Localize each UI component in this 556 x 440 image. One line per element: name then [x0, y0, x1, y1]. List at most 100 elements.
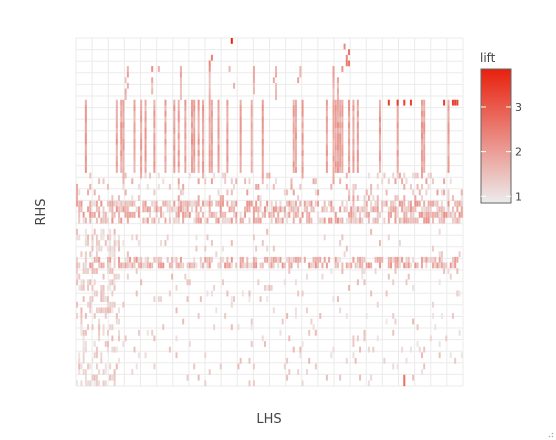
heatmap-cell: [425, 262, 428, 269]
heatmap-cell: [190, 167, 193, 173]
heatmap-cell: [323, 256, 326, 263]
heatmap-cell: [425, 212, 428, 218]
heatmap-cell: [423, 206, 426, 213]
heatmap-cell: [162, 178, 165, 185]
heatmap-cell: [436, 200, 439, 207]
heatmap-cell: [84, 105, 87, 112]
heatmap-cell: [91, 357, 94, 364]
heatmap-cell: [146, 217, 149, 224]
heatmap-cell: [423, 122, 426, 128]
heatmap-cell: [91, 284, 94, 291]
heatmap-cell: [392, 256, 395, 263]
heatmap-cell: [78, 217, 81, 224]
heatmap-cell: [89, 307, 92, 314]
heatmap-cell: [345, 200, 348, 207]
heatmap-cell: [84, 99, 87, 106]
heatmap-cell: [352, 335, 355, 342]
heatmap-cell: [177, 99, 180, 106]
heatmap-cell: [378, 212, 381, 218]
heatmap-cell: [432, 212, 435, 218]
heatmap-cell: [104, 380, 107, 387]
heatmap-cell: [153, 144, 156, 151]
heatmap-cell: [98, 256, 101, 263]
heatmap-cell: [115, 363, 118, 370]
heatmap-cell: [226, 122, 229, 128]
heatmap-cell: [352, 105, 355, 112]
heatmap-cell: [137, 206, 140, 213]
heatmap-cell: [193, 167, 196, 173]
heatmap-cell: [173, 127, 176, 134]
heatmap-cell: [356, 195, 359, 201]
heatmap-cell: [241, 256, 244, 263]
heatmap-cell: [239, 256, 242, 263]
heatmap-cell: [98, 335, 101, 342]
heatmap-cell: [301, 127, 304, 134]
heatmap-cell: [91, 374, 94, 381]
heatmap-cell: [221, 256, 224, 263]
heatmap-cell: [221, 172, 224, 179]
heatmap-cell: [199, 217, 202, 224]
heatmap-cell: [140, 144, 143, 151]
heatmap-cell: [250, 324, 253, 331]
heatmap-cell: [202, 150, 205, 157]
heatmap-cell: [164, 150, 167, 157]
heatmap-cell: [164, 200, 167, 207]
heatmap-cell: [252, 206, 255, 213]
heatmap-cell: [363, 206, 366, 213]
heatmap-cell: [301, 105, 304, 112]
heatmap-cell: [208, 212, 211, 218]
heatmap-cell: [297, 290, 300, 297]
heatmap-cell: [394, 268, 397, 274]
heatmap-cell: [244, 212, 247, 218]
heatmap-cell: [275, 256, 278, 263]
heatmap-cell: [109, 240, 112, 246]
heatmap-cell: [219, 195, 222, 201]
heatmap-cell: [199, 262, 202, 269]
heatmap-cell: [341, 105, 344, 112]
heatmap-cell: [356, 99, 359, 106]
heatmap-cell: [89, 212, 92, 218]
heatmap-cell: [405, 217, 408, 224]
heatmap-cell: [219, 200, 222, 207]
heatmap-cell: [330, 352, 333, 359]
heatmap-cell: [113, 262, 116, 269]
heatmap-cell: [336, 99, 339, 106]
resize-grip-icon[interactable]: [546, 430, 554, 438]
heatmap-cell: [164, 155, 167, 162]
heatmap-cell: [363, 256, 366, 263]
heatmap-cell: [348, 139, 351, 145]
heatmap-cell: [98, 212, 101, 218]
heatmap-cell: [133, 161, 136, 168]
heatmap-cell: [210, 290, 213, 297]
heatmap-cell: [275, 94, 278, 100]
heatmap-cell: [131, 262, 134, 269]
heatmap-cell: [407, 217, 410, 224]
heatmap-cell: [140, 167, 143, 173]
heatmap-cell: [89, 206, 92, 213]
heatmap-cell: [354, 212, 357, 218]
heatmap-cell: [363, 195, 366, 201]
heatmap-cell: [186, 296, 189, 302]
heatmap-cell: [84, 268, 87, 274]
heatmap-cell: [226, 105, 229, 112]
heatmap-cell: [204, 217, 207, 224]
heatmap-cell: [133, 105, 136, 112]
heatmap-cell: [325, 144, 328, 151]
heatmap-cell: [197, 144, 200, 151]
heatmap-cell: [407, 206, 410, 213]
heatmap-cell: [153, 363, 156, 370]
heatmap-cell: [352, 99, 355, 106]
heatmap-cell: [144, 139, 147, 145]
heatmap-cell: [403, 206, 406, 213]
heatmap-cell: [76, 301, 79, 308]
heatmap-cell: [420, 122, 423, 128]
heatmap-cell: [217, 116, 220, 123]
heatmap-cell: [394, 195, 397, 201]
heatmap-cell: [292, 105, 295, 112]
heatmap-cell: [447, 110, 450, 117]
heatmap-cell: [120, 116, 123, 123]
heatmap-cell: [215, 251, 218, 258]
heatmap-cell: [409, 262, 412, 269]
heatmap-cell: [332, 105, 335, 112]
heatmap-cell: [217, 262, 220, 269]
